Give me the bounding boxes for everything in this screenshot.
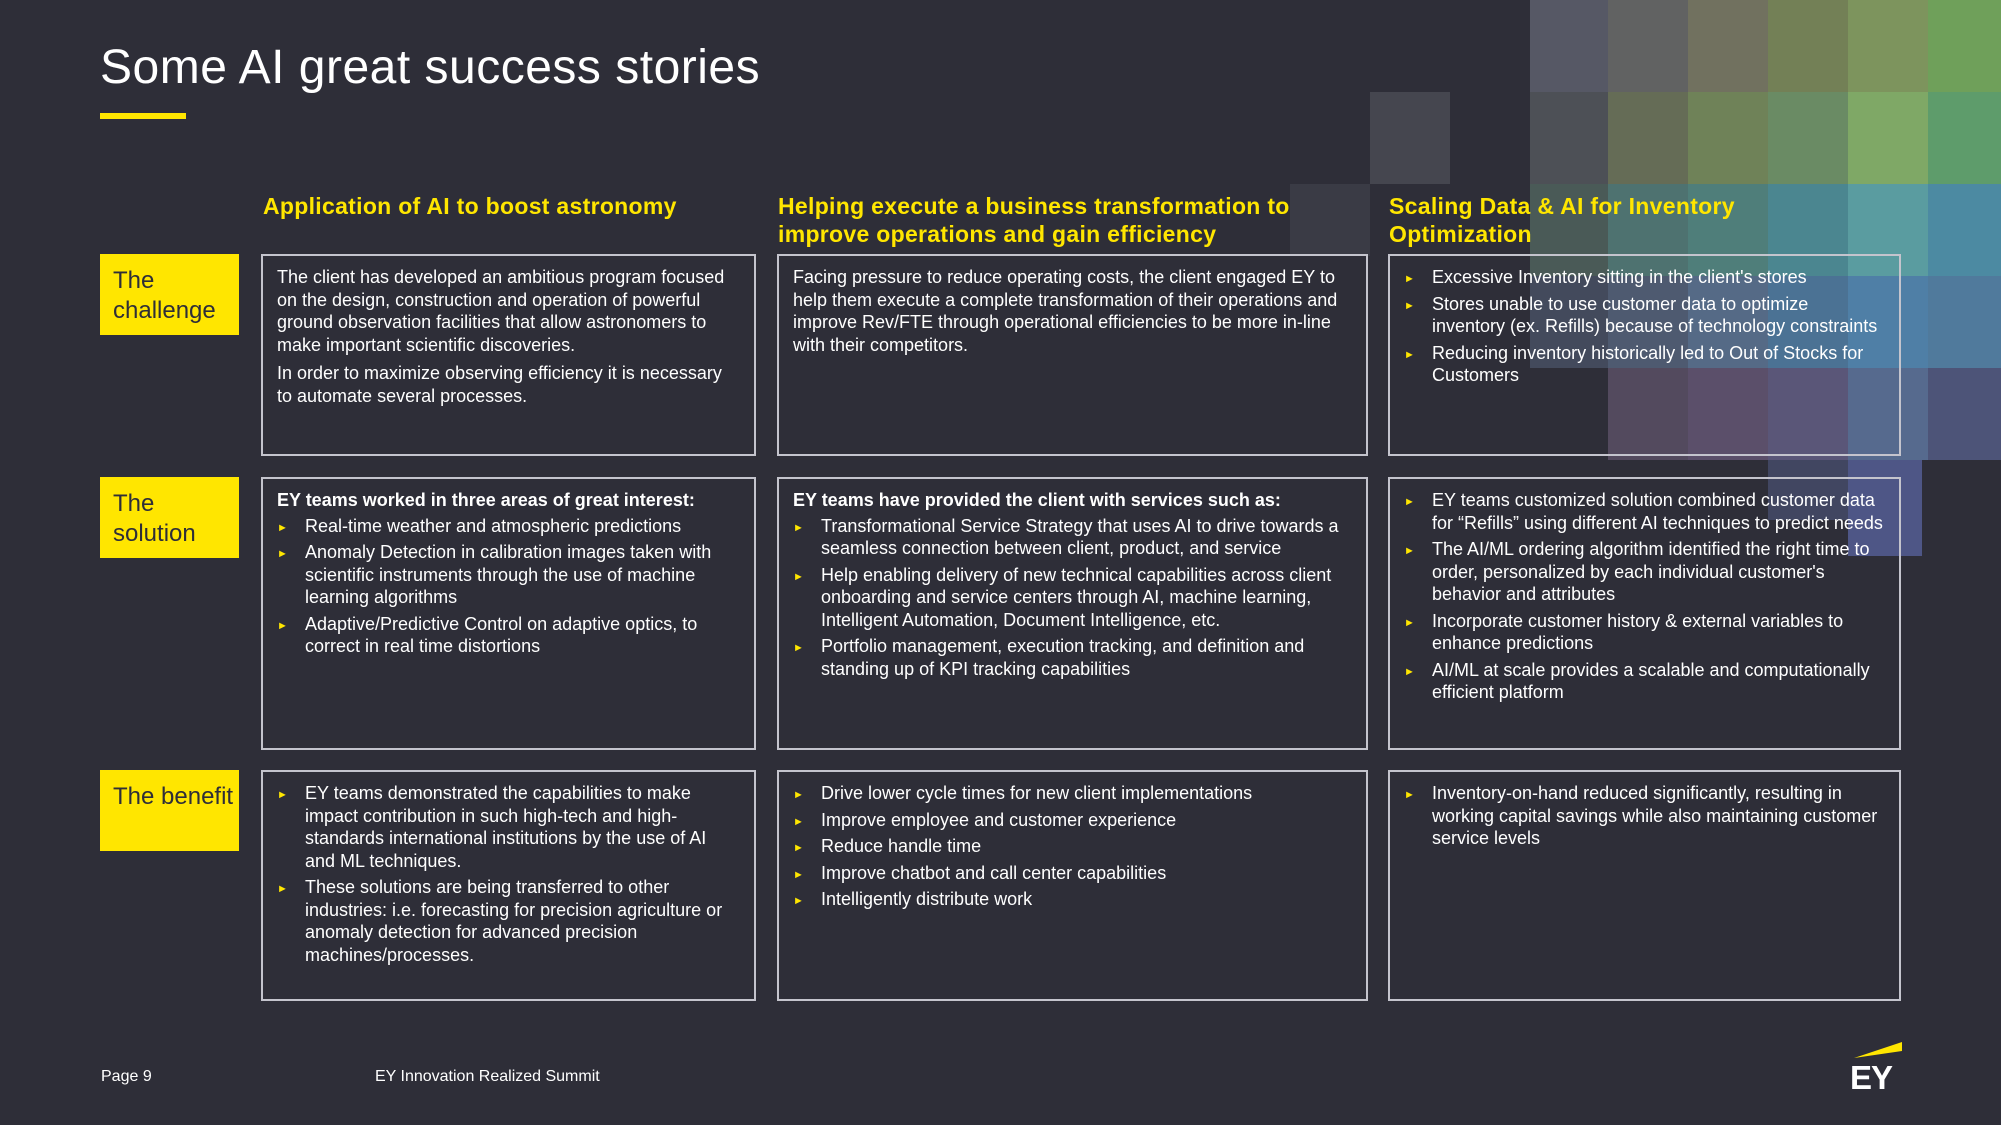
list-item-text: Excessive Inventory sitting in the clien… [1432, 267, 1807, 287]
bullet-triangle-icon: ► [793, 570, 804, 583]
title-underline [100, 113, 186, 119]
list-item: ► Anomaly Detection in calibration images… [277, 541, 740, 609]
list-item: ► EY teams demonstrated the capabilities … [277, 782, 740, 872]
bullet-list: ► Inventory-on-hand reduced significantly… [1404, 782, 1885, 850]
bullet-triangle-icon: ► [793, 815, 804, 828]
bullet-triangle-icon: ► [793, 789, 804, 801]
paragraph: The client has developed an ambitious pr… [277, 267, 725, 355]
list-item: ► Improve employee and customer experienc… [793, 809, 1352, 832]
bullet-triangle-icon: ► [277, 789, 288, 801]
bullet-triangle-icon: ► [1404, 348, 1415, 361]
list-item-text: Adaptive/Predictive Control on adaptive … [305, 613, 698, 657]
list-item: ► Incorporate customer history & external… [1404, 610, 1885, 655]
bullet-triangle-icon: ► [793, 842, 804, 854]
cell-benefit-business: ► Drive lower cycle times for new client … [777, 770, 1368, 1001]
row-label-solution: The solution [100, 477, 239, 558]
bullet-triangle-icon: ► [277, 521, 288, 534]
bullet-triangle-icon: ► [277, 548, 288, 560]
paragraph: In order to maximize observing efficienc… [277, 363, 722, 406]
list-item: ► Improve chatbot and call center capabil… [793, 862, 1352, 885]
list-item-text: EY teams customized solution combined cu… [1432, 490, 1883, 533]
list-item: ► These solutions are being transferred t… [277, 876, 740, 966]
bullet-list: ► EY teams demonstrated the capabilities … [277, 782, 740, 966]
cell-challenge-business: Facing pressure to reduce operating cost… [777, 254, 1368, 456]
page-title: Some AI great success stories [100, 41, 761, 94]
list-item: ► Excessive Inventory sitting in the clie… [1404, 266, 1885, 289]
footer-event-name: EY Innovation Realized Summit [375, 1068, 600, 1085]
list-item-text: Incorporate customer history & external … [1432, 610, 1844, 654]
bullet-list: ► Excessive Inventory sitting in the clie… [1404, 266, 1885, 387]
list-item-text: Reducing inventory historically led to O… [1432, 342, 1864, 386]
list-item-text: Anomaly Detection in calibration images … [305, 542, 712, 607]
list-item: ► Adaptive/Predictive Control on adaptive… [277, 613, 740, 658]
list-item-text: Transformational Service Strategy that u… [821, 515, 1339, 559]
cell-solution-business: EY teams have provided the client with s… [777, 477, 1368, 750]
lead-text: EY teams have provided the client with s… [793, 490, 1281, 510]
list-item-text: These solutions are being transferred to… [305, 877, 723, 965]
row-label-benefit: The benefit [100, 770, 239, 851]
cell-solution-inventory: ► EY teams customized solution combined c… [1388, 477, 1901, 750]
paragraph: Facing pressure to reduce operating cost… [793, 267, 1338, 355]
list-item-text: Intelligently distribute work [821, 889, 1033, 909]
list-item-text: EY teams demonstrated the capabilities t… [305, 783, 707, 871]
list-item: ► Reducing inventory historically led to … [1404, 342, 1885, 387]
list-item-text: Drive lower cycle times for new client i… [821, 783, 1253, 803]
bullet-list: ► EY teams customized solution combined c… [1404, 489, 1885, 704]
list-item: ► Stores unable to use customer data to o… [1404, 293, 1885, 338]
ey-logo-text: EY [1850, 1059, 1893, 1096]
list-item: ► Portfolio management, execution trackin… [793, 635, 1352, 680]
bullet-triangle-icon: ► [1404, 545, 1415, 557]
list-item-text: Inventory-on-hand reduced significantly,… [1432, 783, 1878, 848]
bullet-list: ► Transformational Service Strategy that … [793, 515, 1352, 681]
page-number: Page 9 [101, 1068, 152, 1085]
ey-logo-bar [1854, 1042, 1902, 1058]
bullet-list: ► Drive lower cycle times for new client … [793, 782, 1352, 911]
bullet-triangle-icon: ► [1404, 665, 1415, 678]
bullet-list: ► Real-time weather and atmospheric predi… [277, 515, 740, 658]
list-item: ► The AI/ML ordering algorithm identified… [1404, 538, 1885, 606]
ey-logo-icon: EY [1850, 1042, 1902, 1094]
cell-benefit-inventory: ► Inventory-on-hand reduced significantly… [1388, 770, 1901, 1001]
bullet-triangle-icon: ► [793, 521, 804, 534]
list-item: ► Drive lower cycle times for new client … [793, 782, 1352, 805]
list-item-text: Improve chatbot and call center capabili… [821, 862, 1167, 883]
bullet-triangle-icon: ► [793, 895, 804, 907]
list-item-text: Real-time weather and atmospheric predic… [305, 515, 682, 536]
cell-benefit-astronomy: ► EY teams demonstrated the capabilities … [261, 770, 756, 1001]
list-item-text: The AI/ML ordering algorithm identified … [1432, 539, 1870, 604]
bullet-triangle-icon: ► [1404, 273, 1415, 285]
bullet-triangle-icon: ► [1404, 496, 1415, 508]
column-header-inventory: Scaling Data & AI for Inventory Optimiza… [1389, 193, 1735, 247]
cell-challenge-inventory: ► Excessive Inventory sitting in the clie… [1388, 254, 1901, 456]
list-item: ► Transformational Service Strategy that … [793, 515, 1352, 560]
lead-text: EY teams worked in three areas of great … [277, 490, 695, 510]
list-item-text: Portfolio management, execution tracking… [821, 636, 1305, 679]
list-item: ► Real-time weather and atmospheric predi… [277, 515, 740, 538]
list-item: ► Inventory-on-hand reduced significantly… [1404, 782, 1885, 850]
row-label-challenge: The challenge [100, 254, 239, 335]
bullet-triangle-icon: ► [1404, 299, 1415, 312]
list-item: ► Reduce handle time [793, 835, 1352, 858]
bullet-triangle-icon: ► [277, 883, 288, 895]
list-item-text: AI/ML at scale provides a scalable and c… [1432, 659, 1870, 703]
column-header-business: Helping execute a business transformatio… [778, 193, 1290, 247]
bullet-triangle-icon: ► [277, 619, 288, 632]
cell-challenge-astronomy: The client has developed an ambitious pr… [261, 254, 756, 456]
list-item: ► EY teams customized solution combined c… [1404, 489, 1885, 534]
list-item-text: Improve employee and customer experience [821, 809, 1177, 830]
bullet-triangle-icon: ► [1404, 789, 1415, 801]
bullet-triangle-icon: ► [1404, 616, 1415, 629]
list-item-text: Help enabling delivery of new technical … [821, 564, 1332, 630]
list-item: ► Help enabling delivery of new technical… [793, 564, 1352, 632]
list-item-text: Stores unable to use customer data to op… [1432, 293, 1878, 337]
list-item-text: Reduce handle time [821, 836, 982, 856]
bullet-triangle-icon: ► [793, 868, 804, 881]
bullet-triangle-icon: ► [793, 642, 804, 654]
list-item: ► AI/ML at scale provides a scalable and … [1404, 659, 1885, 704]
cell-solution-astronomy: EY teams worked in three areas of great … [261, 477, 756, 750]
column-header-astronomy: Application of AI to boost astronomy [263, 193, 677, 219]
list-item: ► Intelligently distribute work [793, 888, 1352, 911]
